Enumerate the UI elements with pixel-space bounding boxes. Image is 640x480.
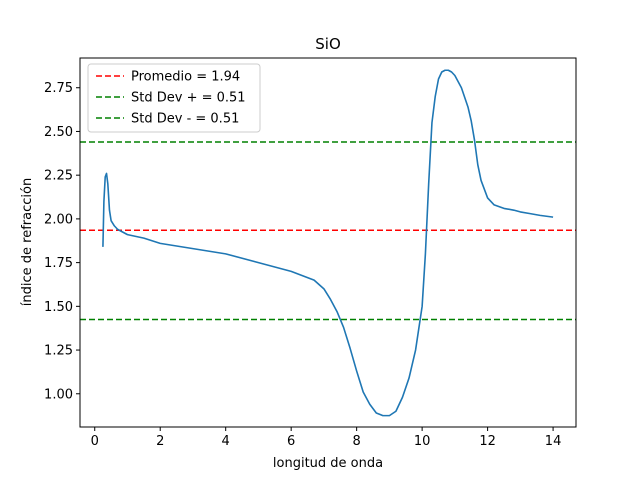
y-tick-label: 1.00 xyxy=(44,387,73,402)
legend-box xyxy=(87,63,261,133)
legend-entry: Std Dev - = 0.51 xyxy=(131,112,239,127)
x-tick-label: 6 xyxy=(287,434,295,449)
series-line-1 xyxy=(102,69,554,417)
legend-entry: Promedio = 1.94 xyxy=(131,70,240,85)
x-tick-label: 4 xyxy=(222,434,230,449)
x-tick-label: 0 xyxy=(91,434,99,449)
legend-entry: Std Dev + = 0.51 xyxy=(131,91,246,106)
chart-title: SiO xyxy=(315,35,341,53)
x-tick-label: 8 xyxy=(353,434,361,449)
axes-frame xyxy=(79,57,577,428)
x-tick-label: 14 xyxy=(545,434,562,449)
y-tick-label: 1.50 xyxy=(44,300,73,315)
reference-lines xyxy=(80,141,576,321)
y-axis-label: índice de refracción xyxy=(20,178,35,306)
y-tick-label: 2.50 xyxy=(44,125,73,140)
x-tick-label: 2 xyxy=(156,434,164,449)
y-tick-label: 1.25 xyxy=(44,344,73,359)
y-axis: 1.00 1.25 1.50 1.75 2.00 2.25 2.50 2.75 xyxy=(44,81,80,402)
y-tick-label: 2.25 xyxy=(44,169,73,184)
legend: Promedio = 1.94 Std Dev + = 0.51 Std Dev -… xyxy=(87,63,261,133)
x-tick-label: 12 xyxy=(479,434,496,449)
x-tick-label: 10 xyxy=(414,434,431,449)
series-lines xyxy=(102,69,554,417)
y-tick-label: 2.00 xyxy=(44,212,73,227)
y-tick-label: 2.75 xyxy=(44,81,73,96)
x-axis-label: longitud de onda xyxy=(273,456,383,471)
x-axis: 0 2 4 6 8 10 12 14 xyxy=(91,427,562,449)
y-tick-label: 1.75 xyxy=(44,256,73,271)
